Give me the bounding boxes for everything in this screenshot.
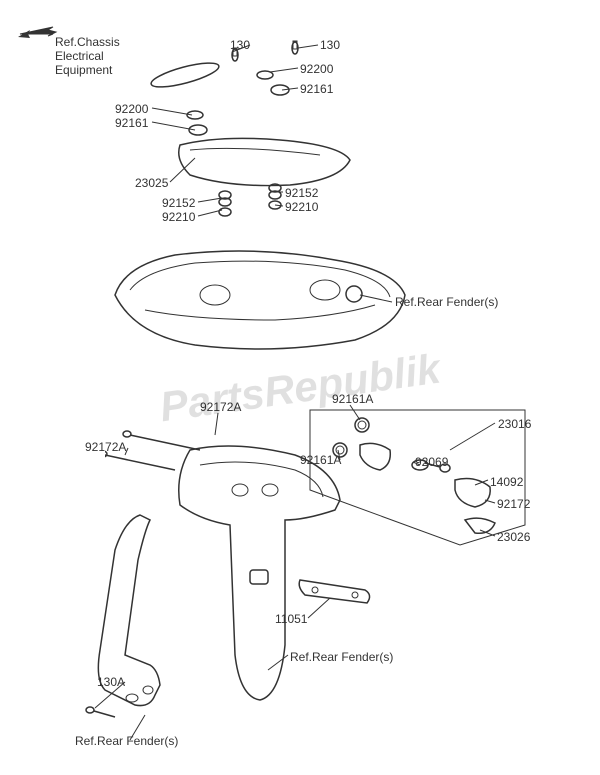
part-92172A-top: 92172A (200, 400, 241, 414)
upper-housing-sketch (140, 40, 390, 240)
direction-arrow-icon (18, 22, 58, 47)
ref-rear-fender-3: Ref.Rear Fender(s) (75, 734, 178, 748)
ref-rear-fender-1: Ref.Rear Fender(s) (395, 295, 498, 309)
ref-chassis-label: Ref.Chassis Electrical Equipment (55, 35, 120, 77)
diagram-container: Ref.Chassis Electrical Equipment 130 130… (0, 0, 600, 775)
reflector-band-sketch (80, 510, 190, 730)
rear-fender-upper-sketch (95, 235, 435, 375)
ref-rear-fender-2: Ref.Rear Fender(s) (290, 650, 393, 664)
ref-text-line1: Ref.Chassis Electrical Equipment (55, 35, 120, 77)
